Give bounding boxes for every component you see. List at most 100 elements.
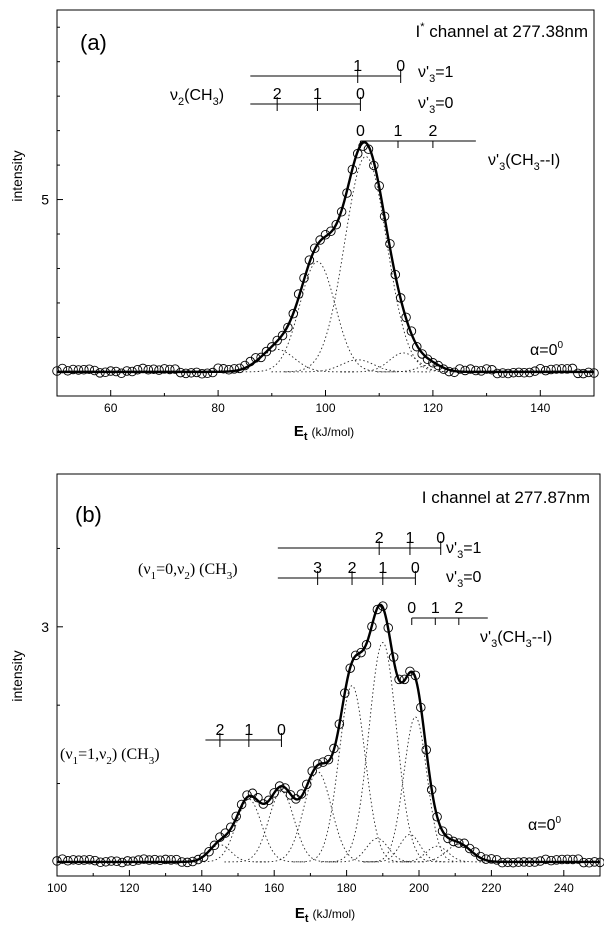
data-point bbox=[283, 322, 293, 333]
data-point bbox=[568, 854, 578, 865]
panel-b-x-axis-label: Et (kJ/mol) bbox=[295, 905, 355, 925]
data-point bbox=[84, 364, 94, 375]
data-point bbox=[508, 857, 518, 868]
data-point bbox=[551, 364, 562, 374]
data-point bbox=[455, 364, 465, 374]
panel-a-frame bbox=[56, 9, 595, 397]
data-point bbox=[253, 793, 263, 803]
data-point bbox=[519, 857, 529, 867]
data-point bbox=[320, 229, 331, 240]
data-point bbox=[589, 368, 599, 378]
data-point bbox=[269, 788, 279, 798]
data-point bbox=[149, 854, 160, 865]
data-point bbox=[449, 367, 460, 378]
data-point bbox=[336, 207, 347, 217]
data-point bbox=[481, 854, 491, 864]
ladder-mark-label: 1 bbox=[313, 86, 322, 103]
data-point bbox=[595, 857, 604, 868]
data-point bbox=[406, 326, 417, 336]
data-point bbox=[433, 360, 444, 371]
data-point bbox=[428, 358, 438, 368]
data-point bbox=[540, 365, 551, 376]
data-point bbox=[170, 364, 180, 374]
ladder-mark-label: 0 bbox=[396, 58, 405, 75]
data-point bbox=[209, 840, 220, 851]
data-point bbox=[166, 855, 176, 865]
panel-a-nu3p1-label: ν'3=1 bbox=[418, 64, 454, 85]
panel-b-data-points bbox=[52, 601, 604, 868]
data-point bbox=[264, 795, 274, 806]
data-point bbox=[584, 858, 594, 868]
data-point bbox=[390, 269, 401, 280]
data-point bbox=[258, 799, 269, 809]
fit-component bbox=[271, 156, 460, 373]
x-tick-label: 140 bbox=[530, 401, 550, 415]
data-point bbox=[350, 650, 361, 661]
data-point bbox=[138, 363, 148, 374]
data-point bbox=[372, 604, 383, 615]
panel-a-fit-curve bbox=[57, 140, 594, 374]
data-point bbox=[198, 852, 209, 862]
fit-component bbox=[293, 685, 411, 863]
data-point bbox=[52, 366, 62, 376]
data-point bbox=[62, 366, 73, 376]
data-point bbox=[394, 674, 404, 685]
data-point bbox=[326, 226, 336, 236]
ladder-mark-label: 3 bbox=[313, 560, 322, 577]
data-point bbox=[530, 366, 540, 376]
panel-b-fit-components bbox=[171, 642, 516, 863]
data-point bbox=[401, 312, 411, 323]
data-point bbox=[267, 342, 277, 352]
data-point bbox=[63, 856, 73, 866]
data-point bbox=[68, 364, 78, 375]
data-point bbox=[379, 211, 390, 222]
data-point bbox=[296, 789, 307, 799]
data-point bbox=[412, 341, 422, 352]
data-point bbox=[175, 367, 186, 378]
data-point bbox=[557, 854, 567, 865]
data-point bbox=[358, 141, 368, 151]
fit-component bbox=[237, 261, 397, 373]
data-point bbox=[385, 239, 395, 249]
data-point bbox=[304, 255, 315, 265]
data-point bbox=[471, 365, 481, 376]
panel-b-y-ticks: 3 bbox=[41, 547, 63, 863]
data-point bbox=[132, 365, 143, 375]
data-point bbox=[421, 745, 431, 755]
data-point bbox=[363, 144, 374, 154]
fit-component bbox=[224, 790, 339, 863]
data-point bbox=[578, 368, 589, 379]
data-point bbox=[388, 652, 399, 662]
data-point bbox=[443, 833, 453, 844]
panel-a-x-ticks: 60 80 100 120 140 bbox=[56, 390, 595, 415]
fit-component bbox=[199, 349, 355, 373]
data-point bbox=[562, 854, 573, 865]
ladder-mark-label: 0 bbox=[411, 560, 420, 577]
data-point bbox=[213, 363, 223, 373]
data-point bbox=[535, 363, 546, 374]
data-point bbox=[417, 349, 427, 359]
panel-a-alpha-label: α=00 bbox=[530, 340, 564, 359]
data-point bbox=[356, 647, 366, 658]
data-point bbox=[361, 640, 372, 650]
data-point bbox=[589, 857, 600, 867]
fit-component bbox=[320, 642, 444, 863]
data-point bbox=[546, 855, 556, 866]
data-point bbox=[73, 855, 84, 865]
data-point bbox=[197, 368, 207, 379]
data-point bbox=[220, 828, 231, 838]
data-point bbox=[288, 308, 299, 319]
panel-a-nu3cm-label: ν'3(CH3--I) bbox=[488, 152, 560, 173]
y-tick-label: 5 bbox=[41, 192, 49, 208]
panel-b-x-ticks: 100 120 140 160 180 200 220 240 bbox=[47, 870, 601, 895]
data-point bbox=[583, 367, 594, 378]
data-point bbox=[573, 368, 583, 379]
data-point bbox=[204, 846, 214, 857]
data-point bbox=[111, 366, 121, 377]
data-point bbox=[84, 854, 95, 865]
data-point bbox=[503, 368, 513, 379]
data-point bbox=[79, 855, 89, 865]
x-tick-label: 80 bbox=[211, 401, 225, 415]
fit-component bbox=[388, 845, 486, 863]
data-point bbox=[154, 365, 164, 375]
